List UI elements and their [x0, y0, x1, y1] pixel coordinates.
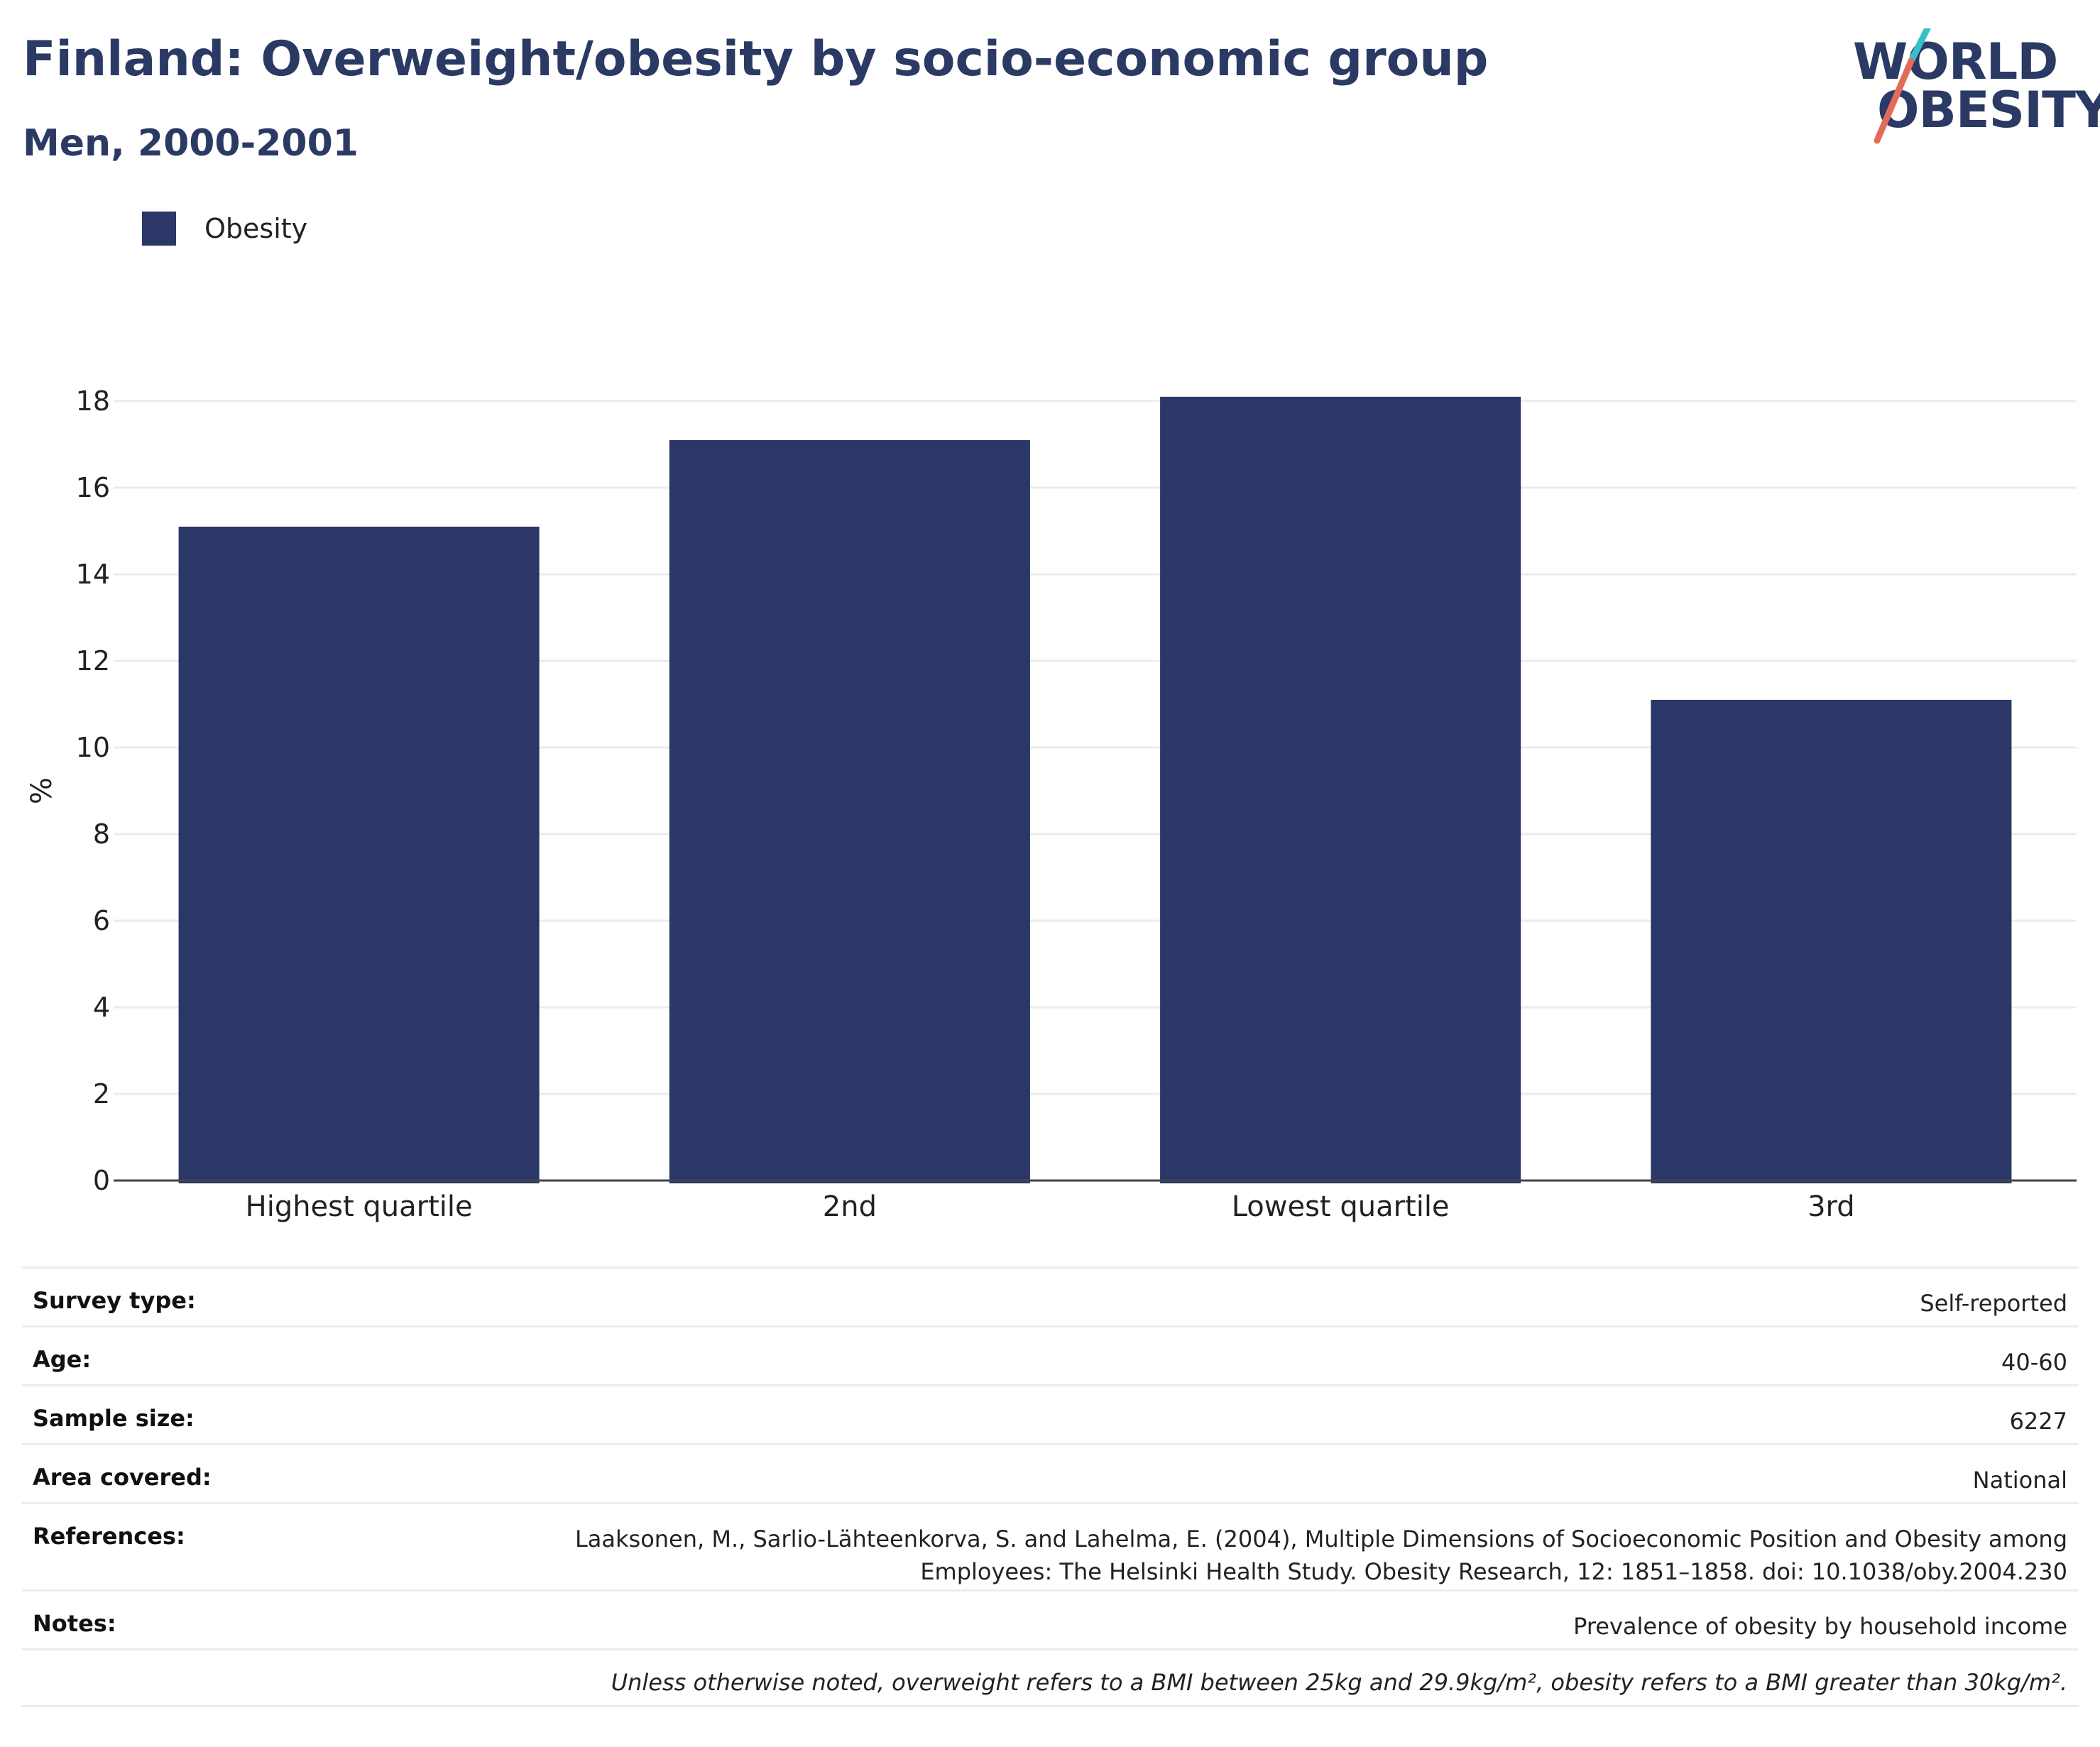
meta-row: Area covered: National	[21, 1443, 2079, 1502]
footnote-row: Unless otherwise noted, overweight refer…	[21, 1648, 2079, 1707]
logo-line1: WORLD	[1853, 33, 2058, 91]
logo-line2: OBESITY	[1877, 81, 2100, 139]
meta-key: Age:	[33, 1346, 92, 1373]
meta-key: References:	[33, 1523, 185, 1550]
y-tick-label: 16	[76, 472, 110, 503]
meta-value: Self-reported	[1920, 1287, 2067, 1320]
bar	[1160, 396, 1521, 1183]
meta-value-line: Prevalence of obesity by household incom…	[1573, 1613, 2067, 1640]
y-tick-label: 0	[93, 1165, 110, 1196]
world-obesity-logo[interactable]: WORLD OBESITY	[1853, 28, 2100, 153]
bar	[178, 526, 540, 1183]
logo-slash-icon	[1874, 28, 1932, 144]
meta-row: Survey type: Self-reported	[21, 1266, 2079, 1325]
meta-value-line: Employees: The Helsinki Health Study. Ob…	[920, 1558, 2067, 1585]
meta-value: 6227	[2010, 1405, 2067, 1437]
meta-value: 40-60	[2001, 1346, 2067, 1379]
y-tick-label: 2	[93, 1078, 110, 1110]
y-tick-label: 6	[93, 905, 110, 936]
y-tick-label: 18	[76, 385, 110, 417]
legend-swatch-obesity	[142, 212, 176, 246]
meta-value-line: 40-60	[2001, 1349, 2067, 1376]
meta-key: Area covered:	[33, 1464, 212, 1491]
survey-metadata-table: Survey type: Self-reported Age: 40-60 Sample…	[21, 1266, 2079, 1707]
meta-row: Sample size: 6227	[21, 1384, 2079, 1443]
y-tick-label: 14	[76, 559, 110, 590]
chart-subtitle: Men, 2000-2001	[23, 122, 359, 165]
x-tick-label: Highest quartile	[246, 1190, 473, 1223]
meta-row: Age: 40-60	[21, 1325, 2079, 1384]
y-tick-label: 8	[93, 818, 110, 850]
meta-value-line: Self-reported	[1920, 1290, 2067, 1317]
y-tick-label: 10	[76, 732, 110, 763]
y-axis-label: %	[26, 777, 58, 804]
bar-chart: 0 2 4 6 8 10 12 14 16 18% Highest quartile 2nd Lowes…	[26, 385, 2077, 1223]
y-tick-label: 4	[93, 992, 110, 1023]
y-tick-label: 12	[76, 645, 110, 677]
meta-row: References: Laaksonen, M., Sarlio-Lähteen…	[21, 1502, 2079, 1589]
meta-row: Notes: Prevalence of obesity by household…	[21, 1589, 2079, 1648]
meta-value: Prevalence of obesity by household incom…	[1573, 1610, 2067, 1643]
meta-key: Survey type:	[33, 1287, 196, 1314]
x-tick-label: 3rd	[1808, 1190, 1855, 1223]
meta-value: Laaksonen, M., Sarlio-Lähteenkorva, S. a…	[575, 1523, 2067, 1588]
x-tick-label: Lowest quartile	[1232, 1190, 1450, 1223]
chart-title: Finland: Overweight/obesity by socio-eco…	[23, 31, 1489, 87]
meta-value-line: Laaksonen, M., Sarlio-Lähteenkorva, S. a…	[574, 1526, 2067, 1552]
meta-value-line: 6227	[2009, 1408, 2067, 1435]
bar	[1651, 699, 2012, 1183]
meta-value: National	[1973, 1464, 2067, 1496]
legend-label-obesity: Obesity	[204, 213, 308, 244]
meta-key: Notes:	[33, 1610, 116, 1637]
chart-legend[interactable]: Obesity	[142, 212, 307, 246]
meta-key: Sample size:	[33, 1405, 195, 1432]
footnote: Unless otherwise noted, overweight refer…	[611, 1669, 2067, 1696]
x-tick-label: 2nd	[823, 1190, 877, 1223]
bar	[669, 439, 1030, 1183]
meta-value-line: National	[1972, 1467, 2067, 1494]
